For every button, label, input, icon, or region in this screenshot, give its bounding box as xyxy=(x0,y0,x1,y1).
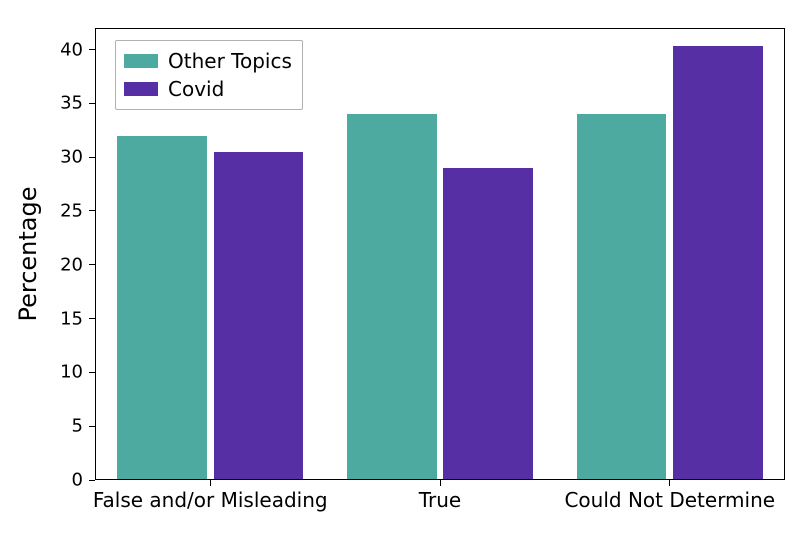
legend-label: Other Topics xyxy=(168,49,292,73)
chart-figure: 0510152025303540 False and/or Misleading… xyxy=(0,0,800,533)
y-axis-label: Percentage xyxy=(14,186,42,321)
y-tick-label: 30 xyxy=(0,147,83,168)
legend-swatch xyxy=(124,82,158,96)
legend-swatch xyxy=(124,54,158,68)
legend: Other Topics Covid xyxy=(115,40,303,110)
axis-spine xyxy=(784,28,785,480)
legend-item: Covid xyxy=(124,75,292,103)
x-tick xyxy=(210,480,211,486)
bar xyxy=(214,152,304,480)
bar xyxy=(577,114,667,480)
axis-spine xyxy=(95,28,96,480)
y-tick-label: 40 xyxy=(0,39,83,60)
y-tick-label: 10 xyxy=(0,362,83,383)
bar xyxy=(673,46,763,480)
legend-label: Covid xyxy=(168,77,224,101)
axis-spine xyxy=(95,28,785,29)
y-tick-label: 0 xyxy=(0,470,83,491)
bar xyxy=(117,136,207,480)
y-tick-label: 35 xyxy=(0,93,83,114)
bar xyxy=(347,114,437,480)
x-tick xyxy=(669,480,670,486)
x-tick-label: Could Not Determine xyxy=(564,488,775,512)
y-tick-label: 5 xyxy=(0,416,83,437)
bar xyxy=(443,168,533,480)
legend-item: Other Topics xyxy=(124,47,292,75)
x-tick-label: False and/or Misleading xyxy=(93,488,328,512)
x-tick xyxy=(440,480,441,486)
axis-spine xyxy=(95,479,785,480)
x-tick-label: True xyxy=(419,488,461,512)
